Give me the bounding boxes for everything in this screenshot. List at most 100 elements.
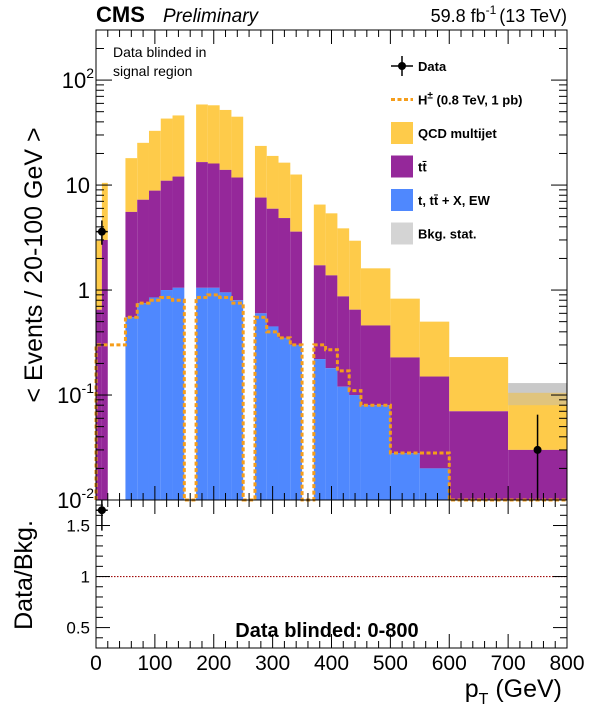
- qcd-multijet-bar: [325, 213, 338, 276]
- luminosity-label: 59.8 fb-1 (13 TeV): [431, 3, 567, 26]
- histogram-bin: [207, 105, 220, 500]
- other-bkg-bar: [278, 337, 291, 500]
- legend-label: QCD multijet: [418, 126, 497, 141]
- ttbar-bar: [266, 208, 279, 327]
- main-x-ticks: [95, 30, 568, 500]
- qcd-multijet-bar: [449, 357, 509, 412]
- legend-entry-signal: H± (0.8 TeV, 1 pb): [391, 91, 522, 108]
- qcd-multijet-bar: [337, 228, 350, 297]
- legend-entry-other: t, tt̄ + X, EW: [391, 189, 491, 211]
- ratio-panel: 0.5 1 1.5 0 100 200 300 400 500 600 700 800 Data/B…: [10, 499, 585, 708]
- cms-label: CMS: [96, 2, 145, 27]
- data-point: [96, 220, 108, 245]
- ttbar-bar: [231, 177, 244, 301]
- qcd-multijet-bar: [96, 240, 102, 310]
- ttbar-bar: [360, 325, 391, 406]
- y-tick-label-exponent: -1: [82, 380, 95, 396]
- legend-swatch: [391, 189, 413, 211]
- x-tick-label: 0: [90, 652, 102, 675]
- ratio-y-tick-label: 1: [81, 568, 90, 587]
- histogram-bin: [219, 109, 232, 500]
- blinded-note-line2: signal region: [113, 63, 192, 79]
- histogram-bin: [148, 130, 161, 500]
- other-bkg-bar: [172, 287, 185, 500]
- ratio-y-tick-label: 1.5: [66, 517, 90, 536]
- y-tick-label-base: 10: [57, 488, 81, 513]
- y-tick-label-base: 1: [78, 278, 90, 303]
- histogram-bin: [360, 268, 391, 500]
- histogram-bin: [278, 162, 291, 500]
- qcd-multijet-bar: [125, 158, 138, 212]
- other-bkg-bar: [360, 405, 391, 500]
- y-tick-label: 102: [62, 65, 94, 93]
- x-axis: 0 100 200 300 400 500 600 700 800: [90, 500, 585, 675]
- histogram-bin: [313, 204, 326, 500]
- main-y-axis-label: < Events / 20-100 GeV >: [20, 127, 48, 402]
- ttbar-bar: [207, 163, 220, 288]
- ttbar-bar: [390, 357, 420, 454]
- qcd-multijet-bar: [290, 174, 303, 232]
- qcd-multijet-bar: [278, 162, 291, 219]
- preliminary-label: Preliminary: [163, 6, 260, 27]
- ttbar-bar: [219, 169, 232, 293]
- ttbar-bar: [148, 190, 161, 298]
- qcd-multijet-bar: [231, 116, 244, 178]
- other-bkg-bar: [219, 292, 232, 500]
- legend: Data H± (0.8 TeV, 1 pb) QCD multijet tt̄ t, …: [391, 56, 522, 245]
- legend-label: Bkg. stat.: [418, 227, 477, 242]
- ttbar-bar: [278, 218, 291, 338]
- other-bkg-bar: [337, 386, 350, 500]
- qcd-multijet-bar: [419, 321, 450, 377]
- legend-label-main: Bkg. stat.: [418, 227, 477, 242]
- other-bkg-bar: [231, 300, 244, 500]
- x-tick-label: 500: [373, 652, 408, 675]
- legend-label-suffix: (0.8 TeV, 1 pb): [433, 93, 523, 108]
- other-bkg-bar: [148, 297, 161, 500]
- lumi-energy: (13 TeV): [499, 6, 567, 26]
- histogram-bin: [125, 158, 138, 500]
- histogram-bin: [137, 142, 149, 500]
- legend-label-main: t, tt̄ + X, EW: [418, 193, 491, 208]
- histogram-bin: [449, 357, 509, 500]
- y-tick-label-base: 10: [57, 383, 81, 408]
- x-axis-label-symbol: p: [465, 675, 479, 703]
- other-bkg-bar: [290, 344, 303, 500]
- ratio-y-axis-label: Data/Bkg.: [10, 520, 38, 630]
- legend-data-marker: [398, 62, 406, 70]
- histogram-bin: [419, 321, 450, 500]
- ttbar-bar: [337, 296, 350, 387]
- ttbar-bar: [137, 199, 149, 304]
- qcd-multijet-bar: [390, 298, 420, 358]
- histogram-bin: [254, 145, 267, 500]
- legend-entry-data: Data: [391, 56, 447, 76]
- qcd-multijet-bar: [160, 118, 173, 181]
- qcd-multijet-bar: [207, 105, 220, 164]
- x-tick-label: 300: [255, 652, 290, 675]
- qcd-multijet-bar: [349, 240, 361, 310]
- blinded-note-line1: Data blinded in: [113, 44, 206, 60]
- other-bkg-bar: [196, 287, 208, 500]
- x-tick-label: 600: [432, 652, 467, 675]
- other-bkg-bar: [266, 326, 279, 500]
- ttbar-bar: [196, 162, 208, 288]
- x-axis-label: pT (GeV): [465, 675, 562, 708]
- lumi-value: 59.8 fb: [431, 6, 486, 26]
- qcd-multijet-bar: [266, 155, 279, 209]
- qcd-multijet-bar: [313, 204, 326, 266]
- bkg-stat-overlay: [508, 383, 567, 406]
- other-bkg-bar: [325, 368, 338, 500]
- other-bkg-bar: [349, 395, 361, 500]
- legend-entry-ttbar: tt̄: [391, 155, 427, 178]
- y-tick-label-exponent: 2: [86, 65, 94, 81]
- y-tick-label: 10: [66, 173, 90, 198]
- legend-entry-qcd: QCD multijet: [391, 122, 497, 144]
- histogram-bin: [101, 182, 108, 500]
- legend-label-main: QCD multijet: [418, 126, 497, 141]
- x-tick-label: 100: [137, 652, 172, 675]
- data-marker: [533, 445, 542, 454]
- ttbar-bar: [160, 180, 173, 291]
- ttbar-bar: [419, 376, 450, 469]
- blinded-range-label: Data blinded: 0-800: [235, 620, 418, 642]
